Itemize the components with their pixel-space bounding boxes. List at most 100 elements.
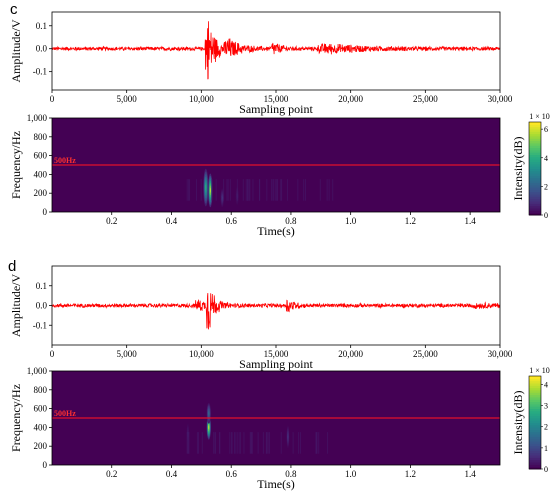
colorbar-segment <box>529 175 541 179</box>
x-tick-label: 0.6 <box>226 469 238 479</box>
colorbar-segment <box>529 431 541 435</box>
colorbar-segment <box>529 408 541 412</box>
y-tick-label: 200 <box>34 441 48 451</box>
y-tick-label: 800 <box>34 132 48 142</box>
colorbar-segment <box>529 382 541 386</box>
colorbar: 0 2 4 6 1 × 10⁻⁵ Intensity(dB) <box>511 112 550 220</box>
y-tick-label: 600 <box>34 151 48 161</box>
colorbar-segment <box>529 464 541 468</box>
heatmap-cell <box>221 196 223 200</box>
colorbar-segment <box>529 387 541 391</box>
c-spec-plot: 500Hz 0.2 0.4 0.6 0.8 1.0 1.2 1.4 0 200 400 600 800 1… <box>9 112 550 238</box>
panel-label: c <box>10 1 18 18</box>
colorbar-segment <box>529 450 541 454</box>
x-tick-label: 15,000 <box>264 349 289 359</box>
colorbar-segment <box>529 399 541 403</box>
x-tick-label: 20,000 <box>338 349 363 359</box>
colorbar-segment <box>529 394 541 398</box>
heatmap-cell <box>209 187 211 193</box>
x-tick-label: 0.6 <box>226 216 238 226</box>
colorbar-segment <box>529 182 541 186</box>
heatmap-cell <box>208 425 210 430</box>
x-tick-label: 30,000 <box>488 349 513 359</box>
panel-label: d <box>8 258 16 275</box>
colorbar-tick-label: 4 <box>544 380 548 389</box>
x-tick-label: 1.0 <box>345 216 357 226</box>
colorbar-tick-label: 3 <box>544 402 548 411</box>
colorbar-tick-label: 1 <box>544 444 548 453</box>
y-tick-label: 0.1 <box>36 281 47 291</box>
colorbar-segment <box>529 462 541 465</box>
plot-frame <box>51 370 501 466</box>
x-tick-label: 0.8 <box>285 469 297 479</box>
colorbar-segment <box>529 161 541 165</box>
colorbar-segment <box>529 194 541 197</box>
colorbar-segment <box>529 201 541 204</box>
colorbar-segment <box>529 133 541 137</box>
colorbar-segment <box>529 427 541 430</box>
x-tick-label: 5,000 <box>117 94 138 104</box>
colorbar-segment <box>529 392 541 396</box>
colorbar-segment <box>529 163 541 167</box>
c-wave-plot: c 0 5,000 10,000 15,000 20,000 25,000 30,000 -0.… <box>9 1 513 116</box>
colorbar-segment <box>529 170 541 174</box>
colorbar-segment <box>529 159 541 163</box>
colorbar-segment <box>529 128 541 132</box>
colorbar-tick-label: 0 <box>544 465 548 474</box>
y-tick-label: 0 <box>43 207 48 217</box>
y-axis-label: Frequency/Hz <box>9 384 23 452</box>
colorbar-segment <box>529 434 541 437</box>
colorbar-segment <box>529 385 541 389</box>
y-axis-label: Amplitude/V <box>9 274 23 338</box>
marker-label: 500Hz <box>54 156 76 165</box>
signal-line <box>51 293 501 330</box>
colorbar-segment <box>529 152 541 156</box>
colorbar-segment <box>529 422 541 426</box>
x-tick-label: 10,000 <box>189 349 214 359</box>
d-spec-plot: 500Hz 0.2 0.4 0.6 0.8 1.0 1.2 1.4 0 200 400 600 800 1… <box>9 366 550 491</box>
x-tick-label: 0.4 <box>166 216 178 226</box>
colorbar-scale: 1 × 10⁻⁵ <box>529 112 550 121</box>
x-tick-label: 30,000 <box>488 94 513 104</box>
colorbar-segment <box>529 466 541 470</box>
colorbar-segment <box>529 191 541 195</box>
x-axis-label: Time(s) <box>257 224 295 238</box>
colorbar-segment <box>529 149 541 153</box>
x-axis-label: Sampling point <box>239 102 313 116</box>
colorbar-segment <box>529 420 541 423</box>
colorbar-segment <box>529 436 541 440</box>
x-tick-label: 1.0 <box>345 469 357 479</box>
colorbar-segment <box>529 208 541 211</box>
colorbar-tick-label: 2 <box>544 423 548 432</box>
x-tick-label: 25,000 <box>413 349 438 359</box>
y-axis-label: Frequency/Hz <box>9 131 23 199</box>
colorbar-label: Intensity(dB) <box>511 137 525 201</box>
y-tick-label: 400 <box>34 169 48 179</box>
colorbar-tick-label: 6 <box>544 125 548 134</box>
y-tick-label: 0.1 <box>36 21 47 31</box>
colorbar-segment <box>529 396 541 400</box>
x-tick-label: 10,000 <box>189 94 214 104</box>
y-tick-label: 600 <box>34 404 48 414</box>
colorbar-segment <box>529 380 541 384</box>
colorbar-segment <box>529 196 541 200</box>
plot-frame <box>51 117 501 213</box>
colorbar-segment <box>529 445 541 449</box>
x-tick-label: 0 <box>50 349 55 359</box>
x-tick-label: 25,000 <box>413 94 438 104</box>
colorbar-segment <box>529 429 541 433</box>
heatmap-cell <box>208 411 210 415</box>
x-tick-label: 1.2 <box>405 216 416 226</box>
colorbar-segment <box>529 459 541 463</box>
colorbar-segment <box>529 135 541 139</box>
colorbar-segment <box>529 410 541 414</box>
colorbar-segment <box>529 203 541 207</box>
colorbar-segment <box>529 376 541 379</box>
colorbar-segment <box>529 187 541 190</box>
signal-line <box>51 21 501 80</box>
colorbar-segment <box>529 406 541 410</box>
colorbar-segment <box>529 142 541 146</box>
colorbar-frame <box>528 375 542 470</box>
y-tick-label: -0.1 <box>33 320 47 330</box>
